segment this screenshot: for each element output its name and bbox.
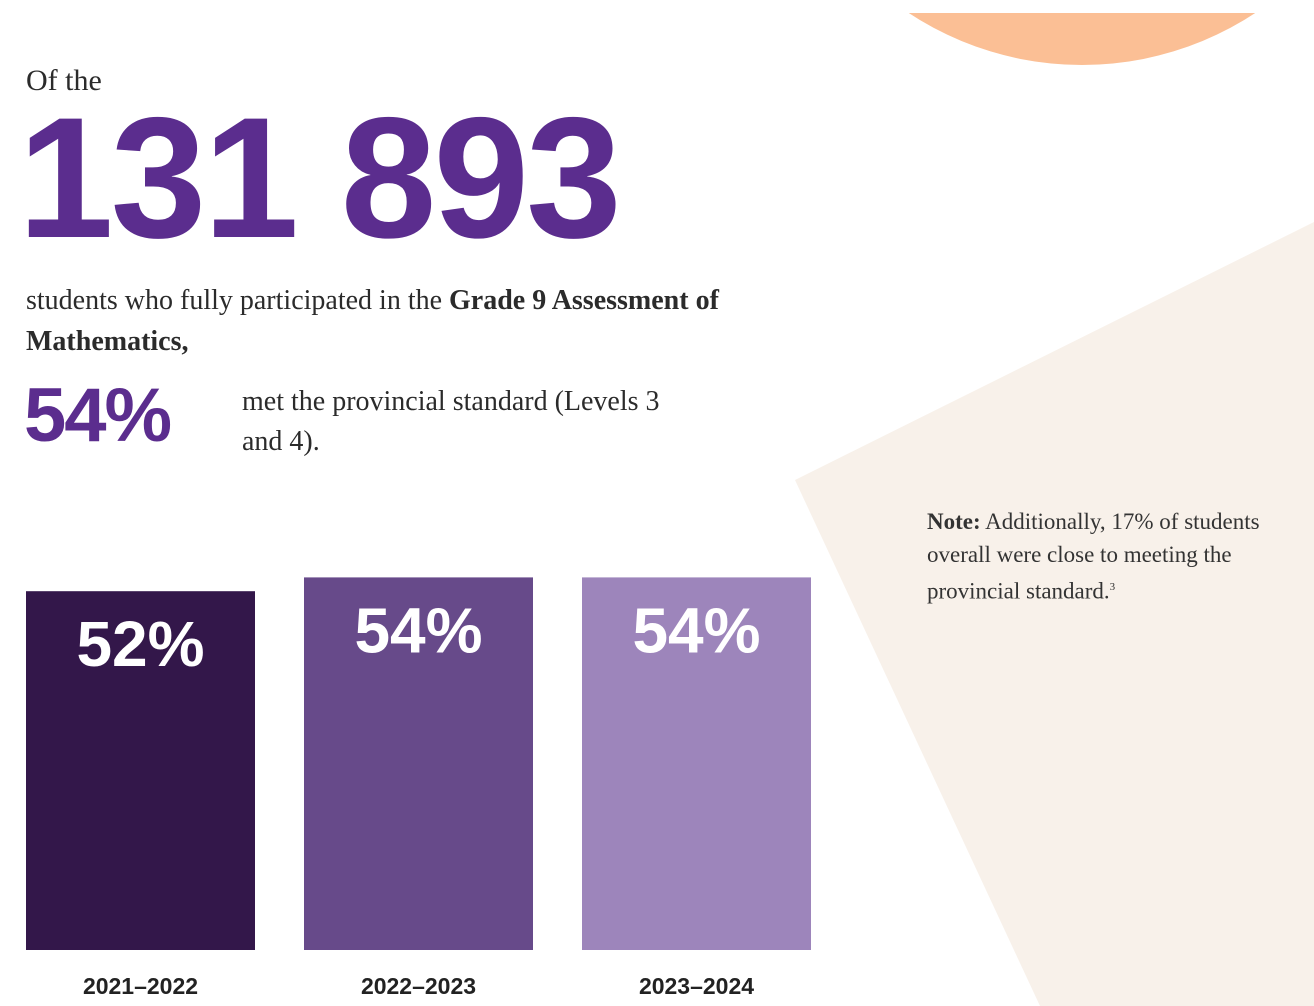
beige-shape <box>795 222 1314 1006</box>
bar-value-label: 54% <box>354 594 482 666</box>
note-label: Note: <box>927 509 981 534</box>
bar <box>582 577 811 950</box>
x-tick-label: 2021–2022 <box>83 973 198 999</box>
bar <box>304 577 533 950</box>
x-tick-label: 2023–2024 <box>639 973 754 999</box>
headline-percent: 54% <box>24 373 172 458</box>
description: students who fully participated in the G… <box>26 280 886 362</box>
description-text: students who fully participated in the <box>26 285 450 316</box>
note-text: Additionally, 17% of students overall we… <box>927 509 1260 604</box>
lead-text: Of the <box>26 64 102 97</box>
bar-value-label: 52% <box>76 608 204 680</box>
percent-description: met the provincial standard (Levels 3 an… <box>242 386 660 457</box>
bar-value-label: 54% <box>632 594 760 666</box>
x-tick-label: 2022–2023 <box>361 973 476 999</box>
footnote-marker: 3 <box>1109 581 1116 593</box>
top-strip <box>0 0 1314 13</box>
note: Note: Additionally, 17% of students over… <box>927 505 1267 608</box>
big-number: 131 893 <box>18 82 622 274</box>
bar <box>26 591 255 950</box>
assessment-name: Grade 9 Assessment of Mathematics, <box>26 285 719 357</box>
peach-circle <box>890 0 1274 65</box>
